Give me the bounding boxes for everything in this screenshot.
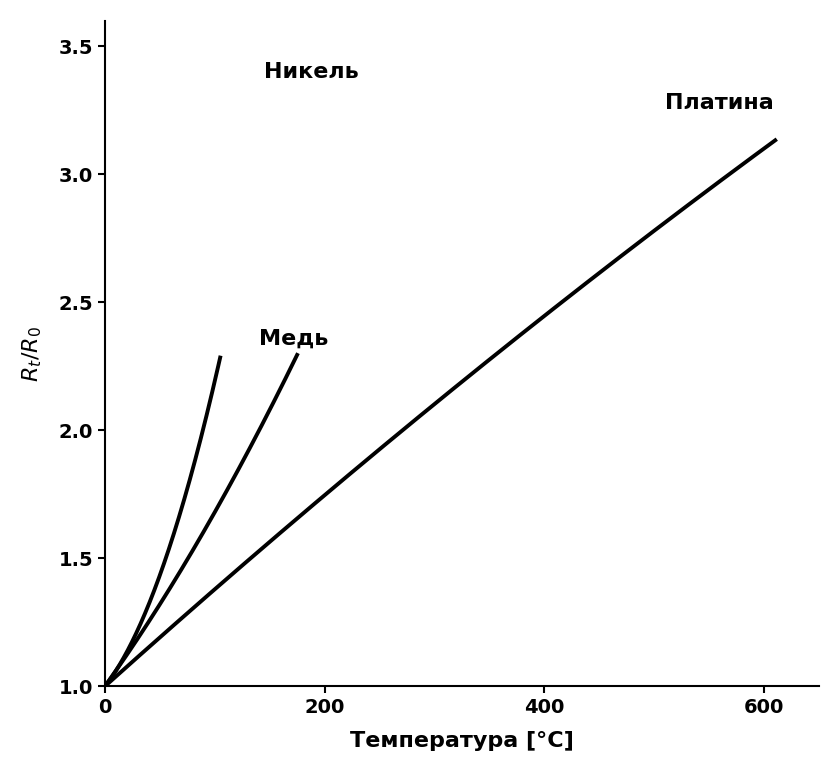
Y-axis label: $R_t/R_0$: $R_t/R_0$ — [21, 326, 45, 381]
Text: Медь: Медь — [259, 329, 328, 348]
Text: Никель: Никель — [264, 63, 359, 83]
X-axis label: Температура [°C]: Температура [°C] — [350, 731, 574, 751]
Text: Платина: Платина — [665, 93, 774, 113]
